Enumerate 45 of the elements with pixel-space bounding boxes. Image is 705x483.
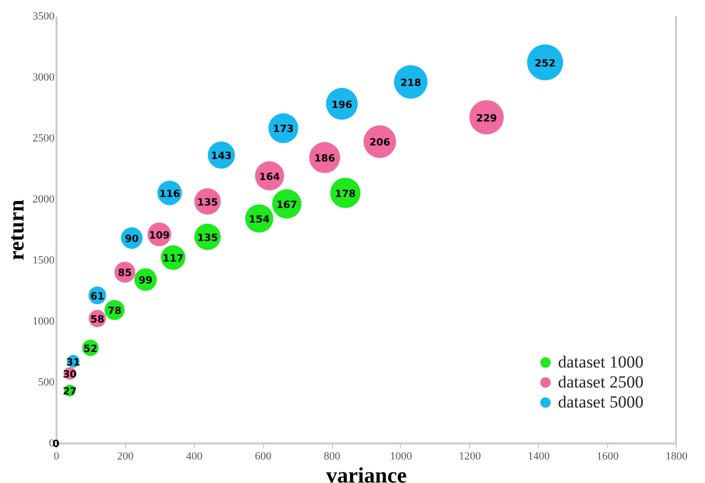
- data-label: 52: [83, 344, 98, 355]
- data-label: 78: [108, 306, 122, 318]
- x-tick-label: 1800: [666, 450, 688, 462]
- data-label: 90: [124, 234, 139, 246]
- data-label: 218: [400, 78, 422, 89]
- data-label: 117: [162, 254, 184, 265]
- data-label: 99: [138, 276, 153, 287]
- data-label: 154: [248, 214, 270, 226]
- data-label: 196: [331, 100, 352, 111]
- y-tick-label: 3500: [32, 10, 55, 22]
- y-tick-label: 2500: [32, 132, 55, 144]
- legend-label: dataset 2500: [558, 372, 644, 392]
- data-label: 58: [90, 314, 104, 326]
- data-label: 206: [369, 138, 390, 149]
- x-tick-label: 1400: [528, 450, 550, 462]
- data-label: 229: [476, 113, 498, 124]
- y-tick-label: 500: [38, 376, 55, 388]
- data-label: 143: [210, 151, 232, 162]
- y-tick-label: 1500: [32, 254, 55, 266]
- y-tick-label: 3000: [32, 72, 55, 84]
- x-tick-label: 1200: [458, 450, 482, 462]
- legend-label: dataset 1000: [558, 352, 644, 372]
- data-label: 186: [314, 154, 336, 165]
- x-tick-label: 1000: [390, 450, 412, 462]
- x-tick-label: 800: [324, 450, 341, 462]
- x-tick-label: 200: [117, 450, 134, 462]
- data-label: 109: [148, 230, 170, 242]
- data-label: 61: [90, 291, 104, 302]
- data-label: 85: [118, 268, 132, 280]
- data-label: 167: [276, 200, 298, 211]
- x-tick-label: 400: [186, 450, 204, 462]
- data-label: 173: [272, 124, 294, 136]
- data-label: 135: [197, 232, 218, 244]
- x-tick-label: 600: [254, 450, 272, 462]
- x-axis-title: variance: [326, 462, 408, 483]
- x-tick-label: 1600: [596, 450, 620, 462]
- data-label: 135: [197, 197, 218, 208]
- data-label: 116: [159, 188, 180, 200]
- data-label: 164: [259, 172, 280, 183]
- legend-label: dataset 5000: [558, 392, 644, 412]
- y-tick-label: 2000: [32, 194, 55, 206]
- data-label: 252: [534, 58, 556, 70]
- data-label: 178: [334, 188, 356, 200]
- y-axis-title: return: [4, 200, 28, 260]
- y-tick-label: 1000: [32, 316, 55, 328]
